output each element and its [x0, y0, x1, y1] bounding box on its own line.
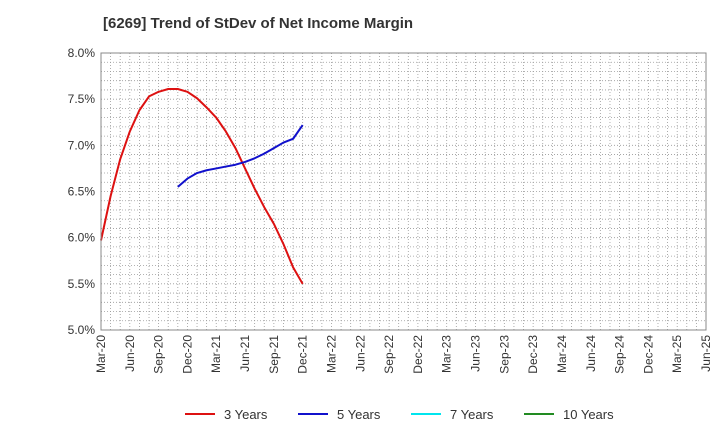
x-tick-label: Dec-24 — [641, 335, 655, 374]
x-tick-label: Sep-24 — [613, 335, 627, 374]
x-tick-label: Jun-21 — [238, 335, 252, 372]
y-tick-label: 7.0% — [68, 138, 96, 152]
legend-label: 10 Years — [563, 407, 614, 422]
y-tick-label: 6.0% — [68, 231, 96, 245]
x-tick-label: Dec-22 — [411, 335, 425, 374]
x-tick-label: Jun-22 — [353, 335, 367, 372]
y-tick-label: 5.5% — [68, 277, 96, 291]
x-tick-label: Mar-24 — [555, 335, 569, 373]
axes: 5.0% 5.5% 6.0% 6.5% 7.0% 7.5% 8.0% Mar-20 Jun-20… — [68, 46, 713, 374]
x-tick-label: Mar-20 — [94, 335, 108, 373]
x-tick-label: Sep-21 — [267, 335, 281, 374]
x-tick-label: Dec-20 — [180, 335, 194, 374]
x-tick-label: Sep-23 — [497, 335, 511, 374]
x-tick-label: Mar-22 — [324, 335, 338, 373]
x-tick-label: Mar-21 — [209, 335, 223, 373]
x-tick-label: Jun-24 — [584, 335, 598, 372]
plot-frame — [100, 52, 707, 331]
x-tick-label: Mar-23 — [440, 335, 454, 373]
x-tick-label: Sep-22 — [382, 335, 396, 374]
chart-title: [6269] Trend of StDev of Net Income Marg… — [103, 15, 414, 32]
y-tick-label: 5.0% — [68, 323, 96, 337]
series-line-3-years — [100, 88, 304, 285]
x-tick-label: Mar-25 — [670, 335, 684, 373]
legend-label: 7 Years — [450, 407, 494, 422]
x-tick-label: Jun-25 — [699, 335, 713, 372]
y-tick-label: 7.5% — [68, 92, 96, 106]
y-tick-label: 8.0% — [68, 46, 96, 60]
x-tick-label: Dec-21 — [296, 335, 310, 374]
x-tick-label: Jun-23 — [469, 335, 483, 372]
x-tick-label: Jun-20 — [123, 335, 137, 372]
legend: 3 Years 5 Years 7 Years 10 Years — [185, 407, 614, 422]
x-tick-label: Dec-23 — [526, 335, 540, 374]
series-lines — [100, 88, 304, 285]
legend-label: 5 Years — [337, 407, 381, 422]
legend-label: 3 Years — [224, 407, 268, 422]
x-tick-label: Sep-20 — [152, 335, 166, 374]
series-line-5-years — [177, 124, 304, 188]
y-tick-label: 6.5% — [68, 185, 96, 199]
